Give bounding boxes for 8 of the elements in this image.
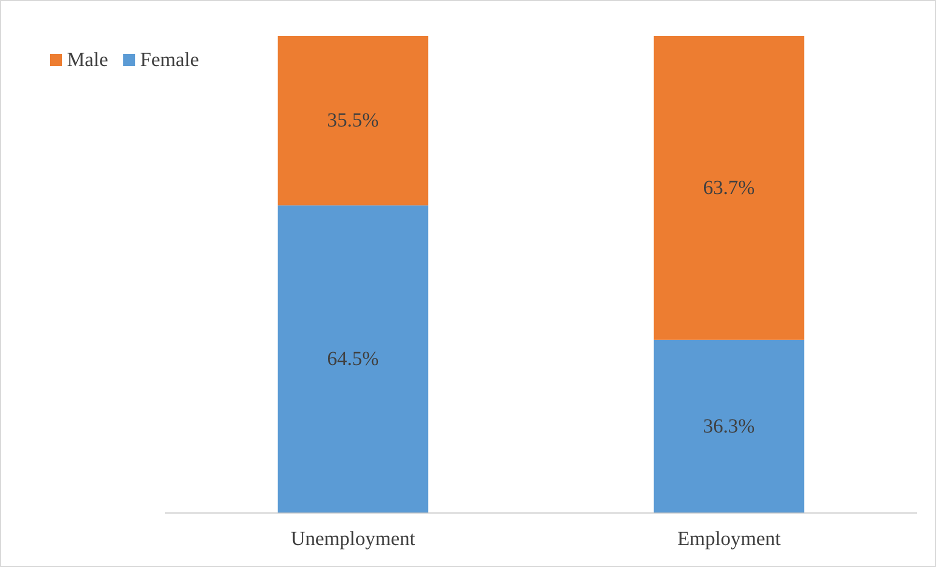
x-tick-label: Unemployment xyxy=(290,528,416,550)
data-label: 64.5% xyxy=(327,348,379,370)
data-label: 63.7% xyxy=(703,176,755,199)
legend-label: Female xyxy=(140,49,200,71)
legend-label: Male xyxy=(67,49,108,71)
x-tick-label: Employment xyxy=(677,528,782,550)
data-label: 36.3% xyxy=(703,415,755,438)
data-label: 35.5% xyxy=(327,110,379,132)
